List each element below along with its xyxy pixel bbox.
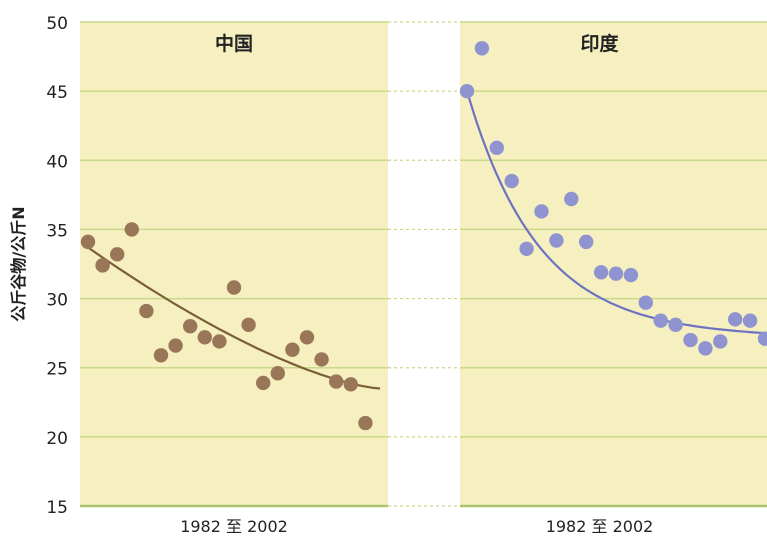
data-point [534,204,549,219]
data-point [256,375,271,391]
data-point [728,312,743,327]
data-point [139,303,154,319]
data-point [110,247,125,262]
data-point [593,265,609,280]
data-point [638,295,653,310]
data-point [226,280,242,295]
data-point [285,342,300,357]
data-point [579,234,594,250]
data-point [698,341,713,356]
y-tick-label: 45 [46,83,68,103]
data-point [564,191,579,207]
data-point [474,41,490,56]
data-point [358,415,373,431]
data-point [459,83,475,99]
data-point [212,334,227,349]
data-point [80,234,96,250]
data-point [95,258,110,273]
data-point [653,313,668,328]
panel-background-1 [460,22,767,506]
data-point [168,338,183,353]
data-point [549,233,564,248]
data-point [183,319,198,334]
data-point [757,331,767,346]
panel-title: 中国 [215,32,253,55]
y-tick-label: 40 [46,152,68,172]
y-tick-label: 25 [46,360,68,380]
panel-title: 印度 [580,32,619,55]
trend-line-1 [465,90,766,335]
data-point [197,330,212,345]
data-point [713,334,728,349]
data-point [314,352,329,367]
data-point [623,267,639,283]
data-point [270,366,285,381]
panel-background-0 [80,22,388,506]
y-tick-label: 20 [46,429,68,449]
data-point [742,313,758,328]
data-point [299,330,315,345]
y-axis-label: 公斤谷物/公斤N [9,206,28,321]
data-point [519,241,534,256]
y-tick-label: 50 [46,14,68,34]
y-tick-label: 35 [46,221,68,241]
data-point [489,140,504,156]
data-point [124,222,139,237]
data-point [343,377,358,392]
data-point [153,348,169,363]
y-tick-label: 15 [46,498,68,518]
data-point [329,374,344,389]
data-point [668,317,683,333]
x-axis-label: 1982 至 2002 [546,517,654,536]
data-point [608,266,624,281]
data-point [683,332,698,348]
x-axis-label: 1982 至 2002 [180,517,288,536]
data-point [504,173,519,189]
y-tick-label: 30 [46,291,68,311]
data-point [241,317,256,333]
